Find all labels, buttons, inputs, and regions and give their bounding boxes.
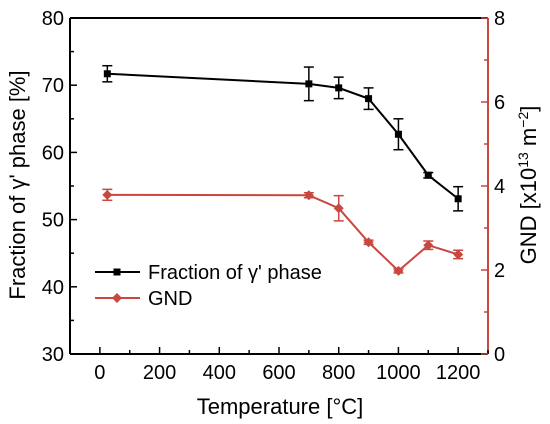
- axes: [69, 17, 489, 355]
- data-point-fraction: [394, 130, 402, 138]
- y-left-tick-label: 70: [42, 75, 64, 97]
- data-point-fraction: [305, 80, 313, 88]
- legend-marker-fraction: [113, 268, 121, 276]
- x-tick-label: 1000: [376, 362, 421, 384]
- data-point-fraction: [424, 171, 432, 179]
- series: [102, 64, 464, 276]
- y-left-tick-label: 40: [42, 277, 64, 299]
- legend-marker-gnd: [112, 293, 122, 303]
- y-right-tick-label: 2: [494, 260, 505, 282]
- legend: Fraction of γ' phase GND: [95, 262, 322, 310]
- x-tick-label: 1200: [436, 362, 481, 384]
- y-right-title-part: m: [516, 128, 541, 152]
- y-right-tick-label: 6: [494, 92, 505, 114]
- data-point-fraction: [454, 195, 462, 203]
- y-right-title-part: ]: [516, 106, 541, 112]
- series-line-gnd: [107, 193, 459, 273]
- y-left-tick-label: 50: [42, 210, 64, 232]
- y-right-title-part: GND [x10: [516, 168, 541, 265]
- y-left-tick-label: 80: [42, 8, 64, 30]
- x-tick-label: 0: [94, 362, 105, 384]
- data-point-fraction: [103, 70, 111, 78]
- y-left-tick-label: 60: [42, 142, 64, 164]
- x-tick-label: 200: [143, 362, 176, 384]
- data-point-fraction: [335, 84, 343, 92]
- data-point-gnd: [303, 190, 314, 201]
- series-line-fraction: [107, 72, 459, 200]
- y-right-tick-label: 8: [494, 8, 505, 30]
- x-tick-label: 400: [203, 362, 236, 384]
- data-point-gnd: [363, 237, 374, 248]
- data-point-gnd: [102, 189, 113, 200]
- data-point-gnd: [423, 240, 434, 251]
- data-point-fraction: [365, 95, 373, 103]
- legend-label-gnd: GND: [148, 288, 192, 310]
- x-axis-title: Temperature [°C]: [197, 394, 364, 419]
- y-left-tick-label: 30: [42, 344, 64, 366]
- y-right-axis-title: GND [x1013 m−2]: [515, 106, 541, 265]
- data-point-gnd: [333, 203, 344, 214]
- x-tick-label: 600: [262, 362, 295, 384]
- x-tick-label: 800: [322, 362, 355, 384]
- y-right-tick-label: 0: [494, 344, 505, 366]
- y-right-title-superscript: 13: [515, 152, 531, 168]
- y-left-axis-title: Fraction of γ' phase [%]: [5, 70, 30, 299]
- y-right-tick-label: 4: [494, 176, 505, 198]
- data-point-gnd: [393, 265, 404, 276]
- y-right-title-superscript: −2: [515, 112, 531, 128]
- data-point-gnd: [453, 249, 464, 260]
- legend-label-fraction: Fraction of γ' phase: [148, 262, 322, 284]
